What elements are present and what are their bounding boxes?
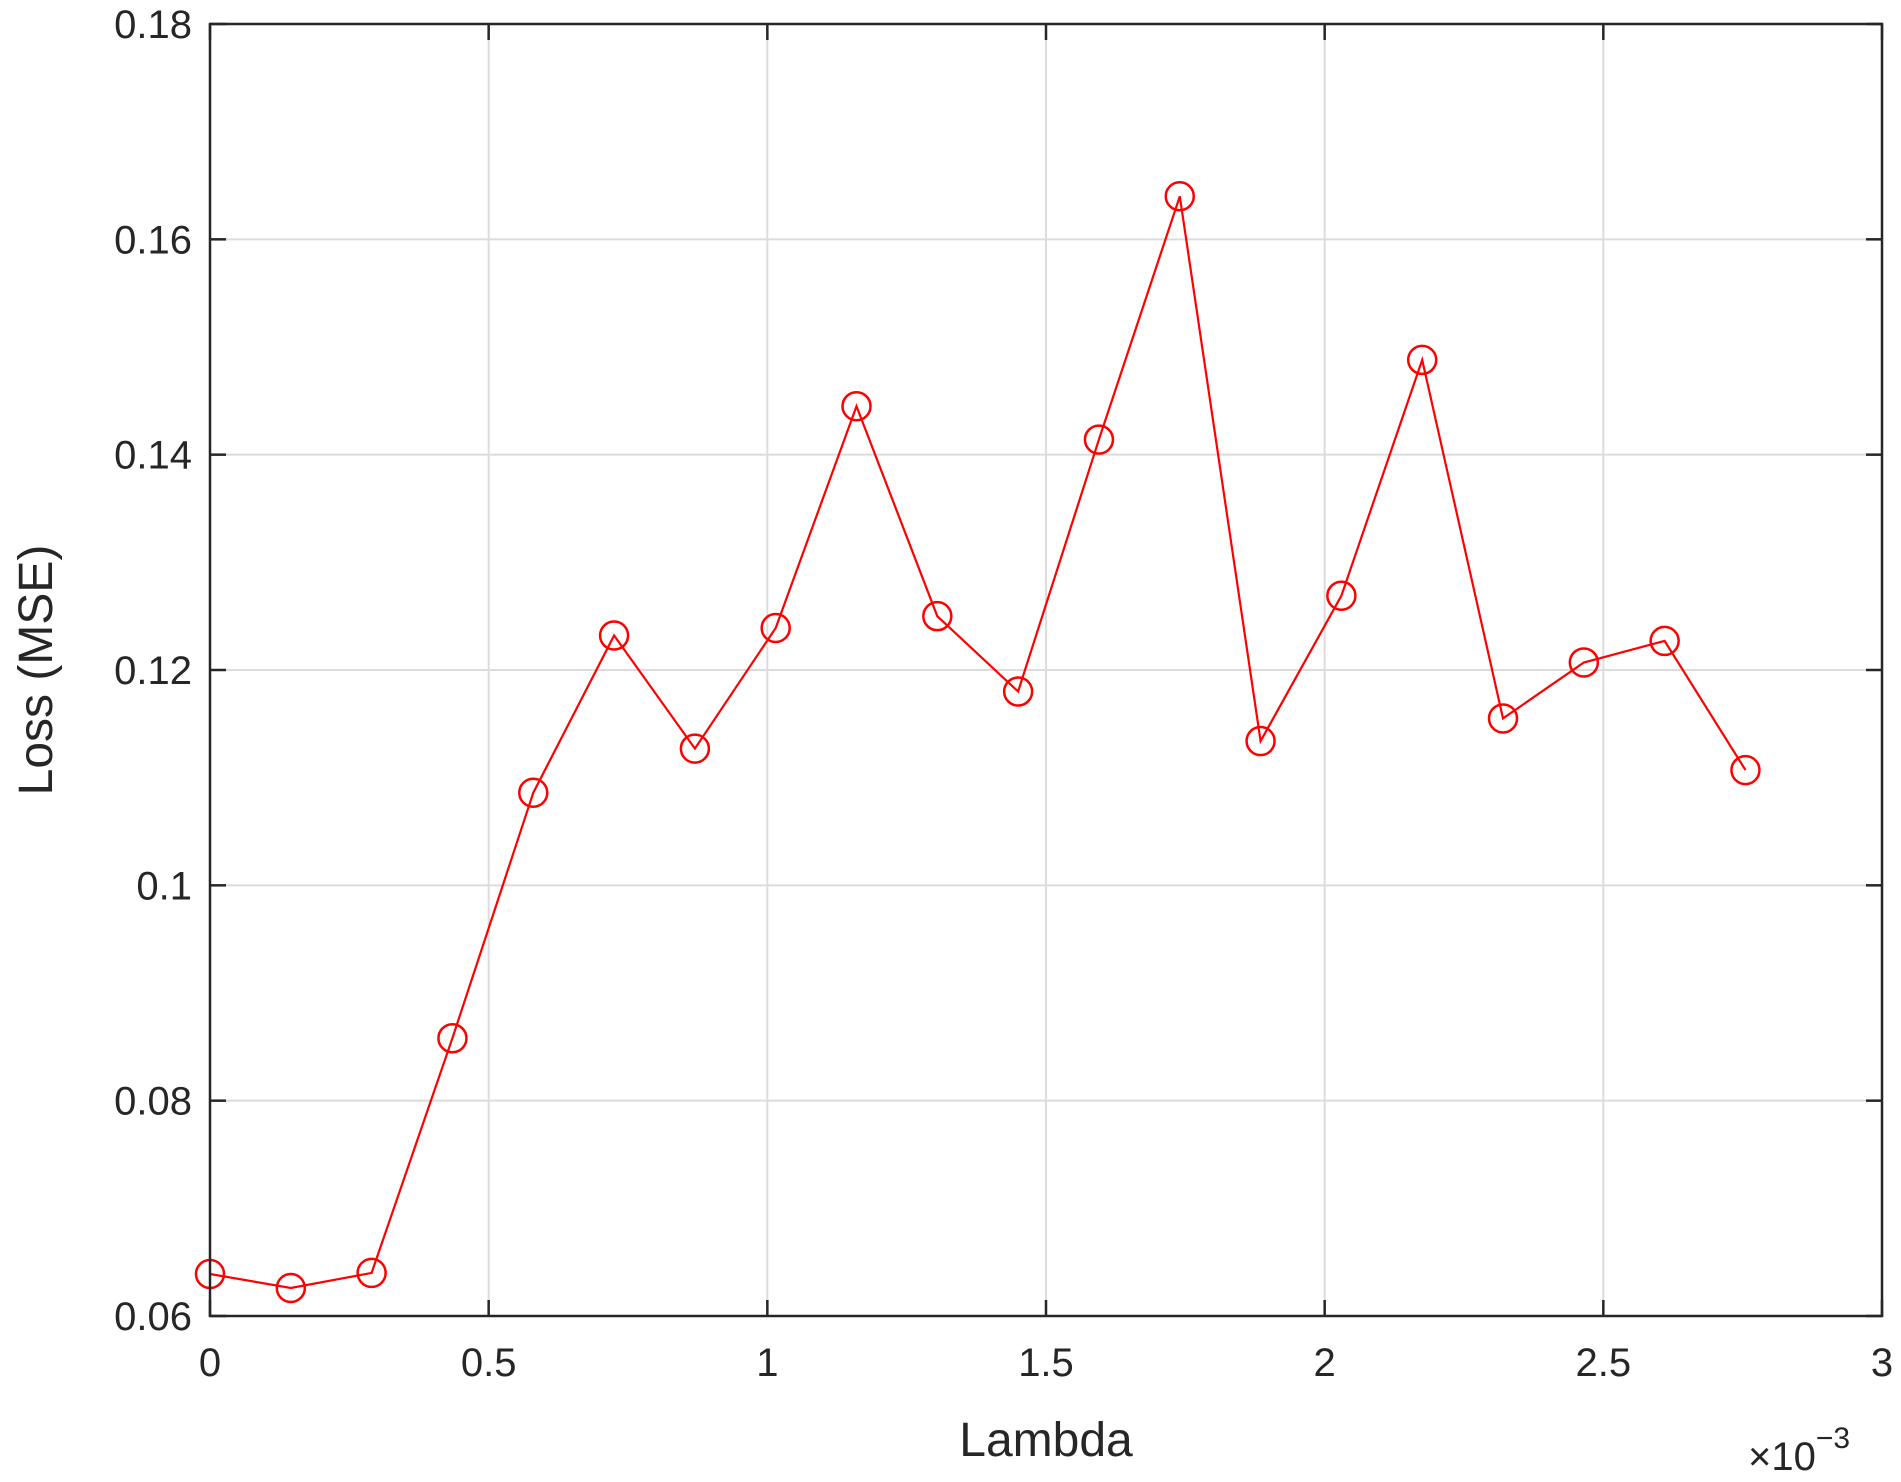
series-line [209,195,1747,1290]
y-axis-title: Loss (MSE) [10,545,63,796]
x-exponent-power: −3 [1816,1422,1850,1455]
x-exponent-prefix: ×10 [1748,1435,1816,1479]
data-point-marker [1568,647,1600,678]
x-tick-label: 1 [756,1341,778,1385]
x-axis-exponent: ×10−3 [1748,1422,1850,1479]
data-point-marker [356,1257,387,1289]
data-point-marker [1164,181,1196,212]
x-axis-title: Lambda [959,1414,1133,1467]
y-tick-label: 0.08 [114,1080,192,1124]
y-tick-label: 0.06 [114,1295,192,1339]
data-point-marker [598,620,630,651]
y-tick-label: 0.18 [114,3,192,47]
data-point-marker [518,777,549,808]
data-point-marker [1487,703,1519,734]
data-point-marker [1649,625,1680,657]
data-point-marker [275,1272,307,1304]
data-point-marker [922,600,953,632]
series-layer [194,181,1761,1304]
data-point-marker [437,1022,468,1054]
data-point-marker [1326,580,1357,611]
x-tick-label: 2.5 [1576,1341,1632,1385]
tick-labels: 0 0.5 1 1.5 2 2.5 3 0.06 0.08 0.1 0.12 0.14 0.16 0.18 [114,3,1893,1385]
x-tick-label: 0 [199,1341,221,1385]
grid [209,23,1883,1317]
data-point-marker [1245,725,1276,757]
data-point-marker [1083,424,1115,455]
data-point-marker [1730,754,1761,786]
y-tick-label: 0.16 [114,218,192,262]
ticks [208,22,1884,1318]
y-tick-label: 0.14 [114,434,192,478]
data-point-marker [841,390,872,422]
data-point-marker [760,612,791,644]
y-tick-label: 0.12 [114,649,192,693]
x-tick-label: 0.5 [461,1341,517,1385]
y-tick-label: 0.1 [136,864,192,908]
x-tick-label: 1.5 [1018,1341,1074,1385]
x-tick-label: 3 [1871,1341,1893,1385]
data-point-marker [1002,676,1034,707]
data-point-marker [679,733,711,764]
x-tick-label: 2 [1314,1341,1336,1385]
data-point-marker [1406,344,1438,376]
